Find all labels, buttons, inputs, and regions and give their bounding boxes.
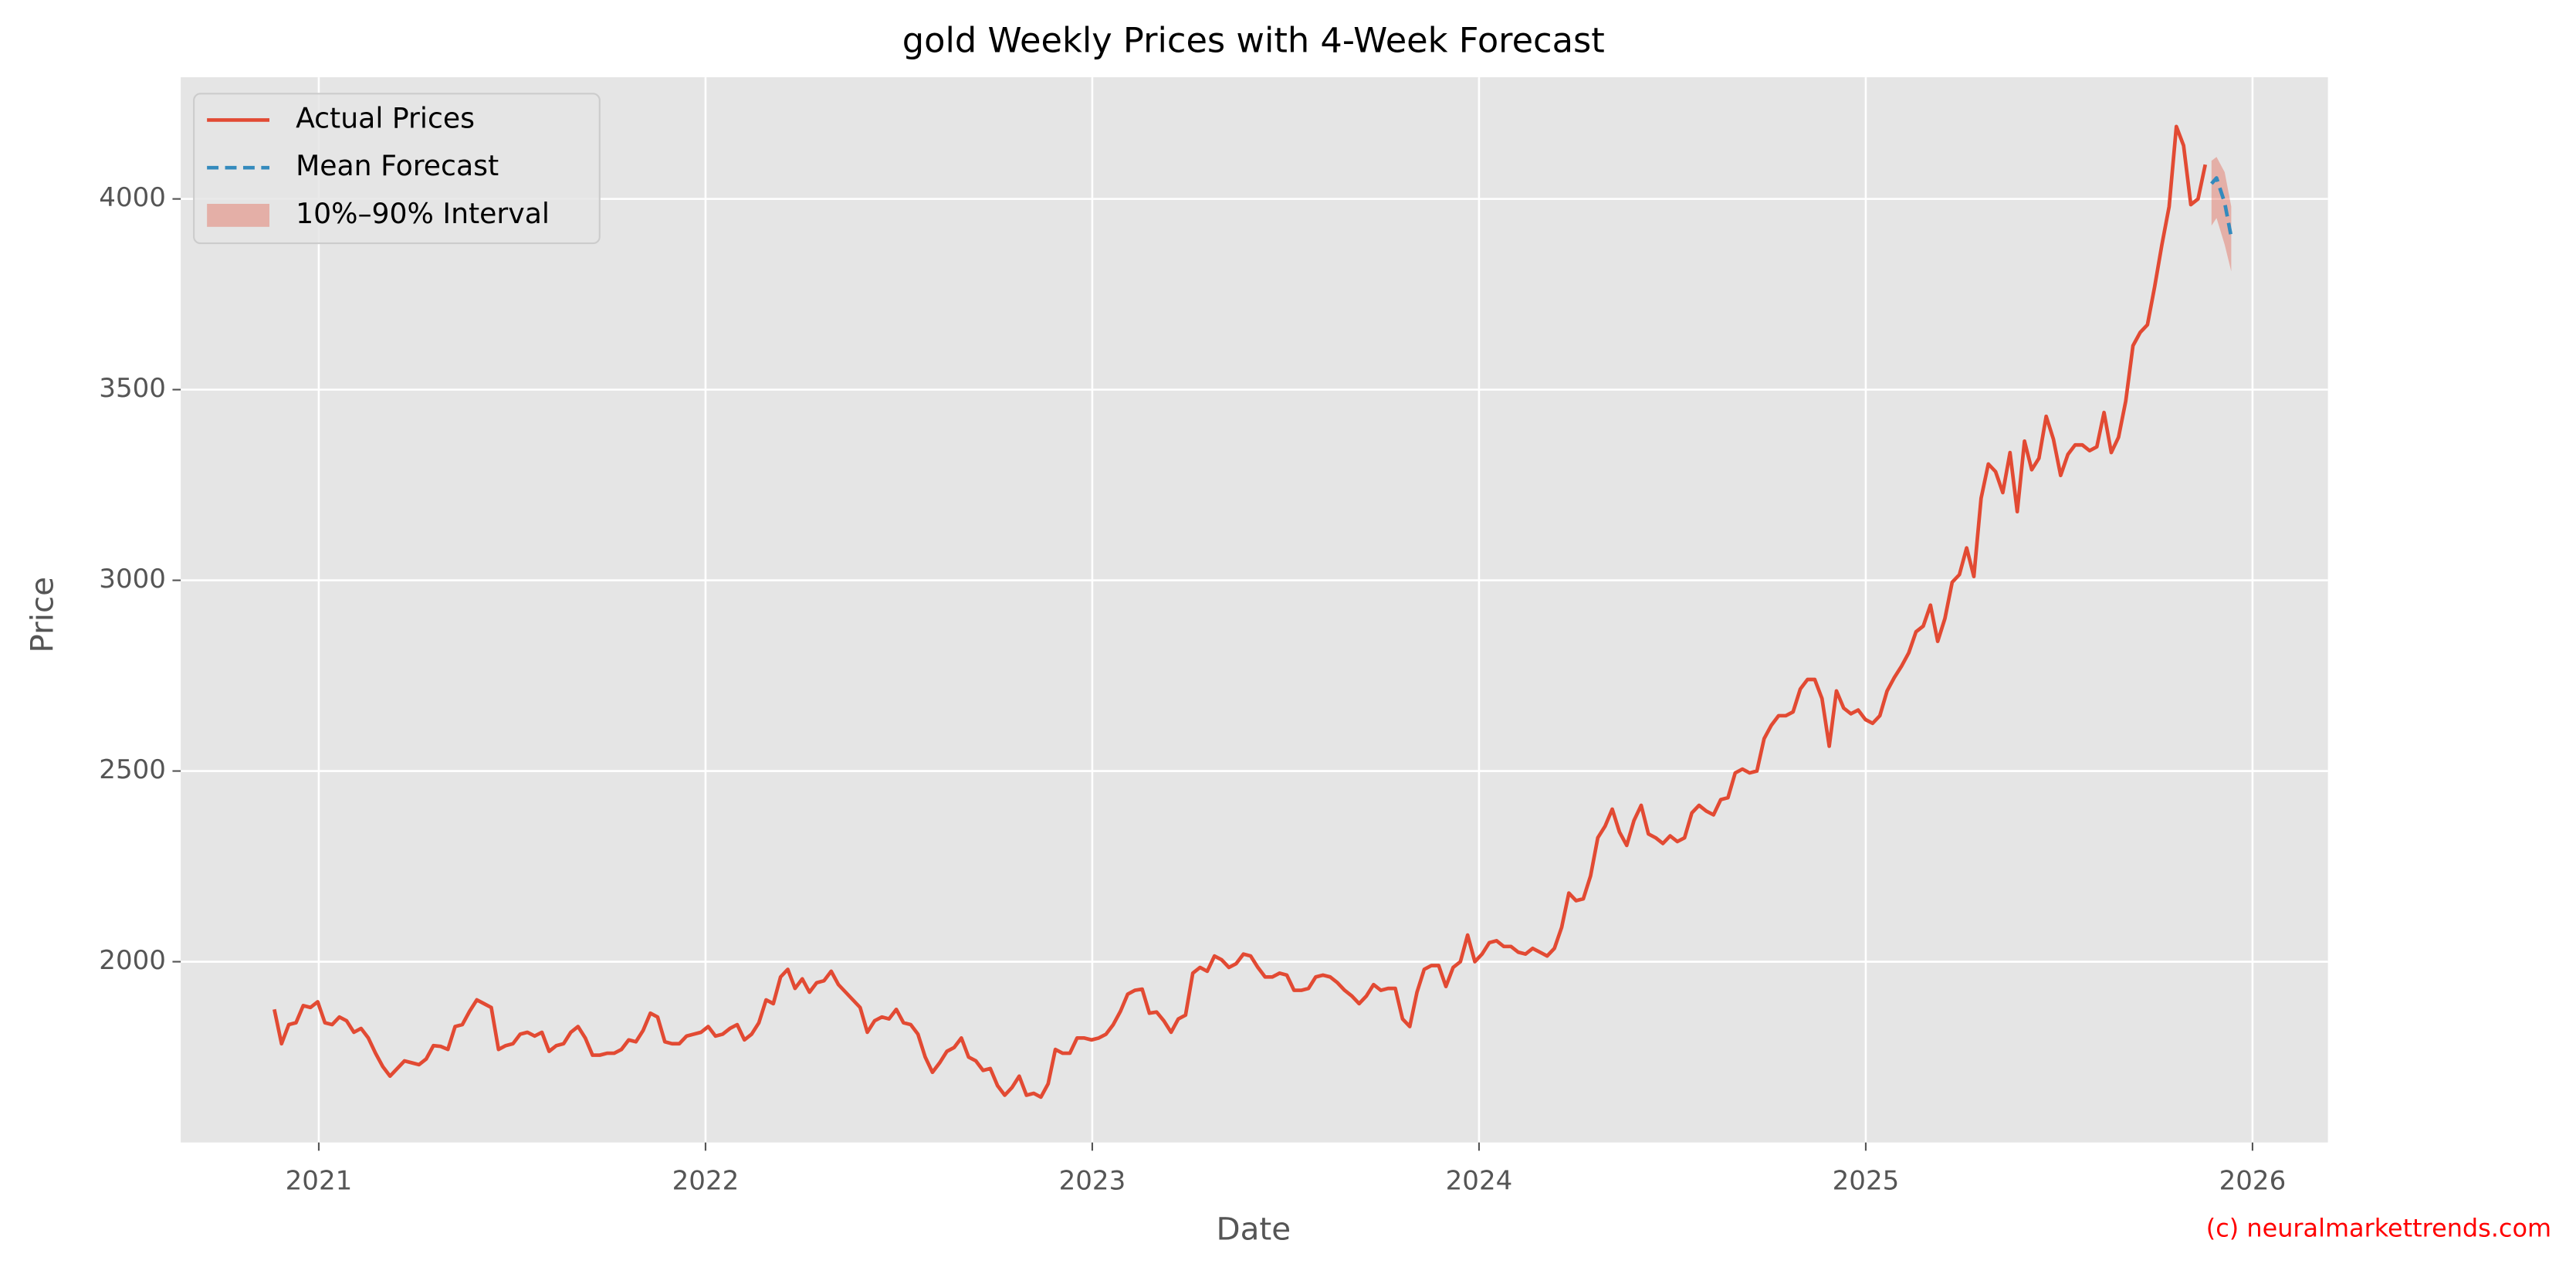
legend-swatch — [207, 204, 270, 227]
x-tick-label: 2022 — [672, 1165, 740, 1196]
x-axis-label: Date — [1216, 1211, 1291, 1248]
x-tick-label: 2024 — [1446, 1165, 1513, 1196]
legend-label: Actual Prices — [296, 101, 475, 134]
x-tick-label: 2023 — [1059, 1165, 1126, 1196]
x-tick-label: 2021 — [286, 1165, 353, 1196]
x-tick-label: 2025 — [1833, 1165, 1900, 1196]
legend-label: 10%–90% Interval — [296, 197, 550, 230]
chart-title: gold Weekly Prices with 4-Week Forecast — [902, 20, 1605, 60]
series-line — [272, 124, 2208, 1100]
y-tick-label: 3000 — [99, 564, 166, 595]
series-line — [2210, 176, 2233, 238]
watermark: (c) neuralmarkettrends.com — [2206, 1214, 2551, 1243]
legend-label: Mean Forecast — [296, 149, 499, 182]
interval-band — [2211, 157, 2232, 272]
y-tick-label: 2500 — [99, 754, 166, 785]
y-tick-label: 4000 — [99, 182, 166, 213]
y-tick-label: 3500 — [99, 373, 166, 404]
y-tick-label: 2000 — [99, 945, 166, 976]
x-tick-label: 2026 — [2219, 1165, 2287, 1196]
y-axis-label: Price — [23, 577, 60, 653]
legend-box — [193, 93, 601, 245]
